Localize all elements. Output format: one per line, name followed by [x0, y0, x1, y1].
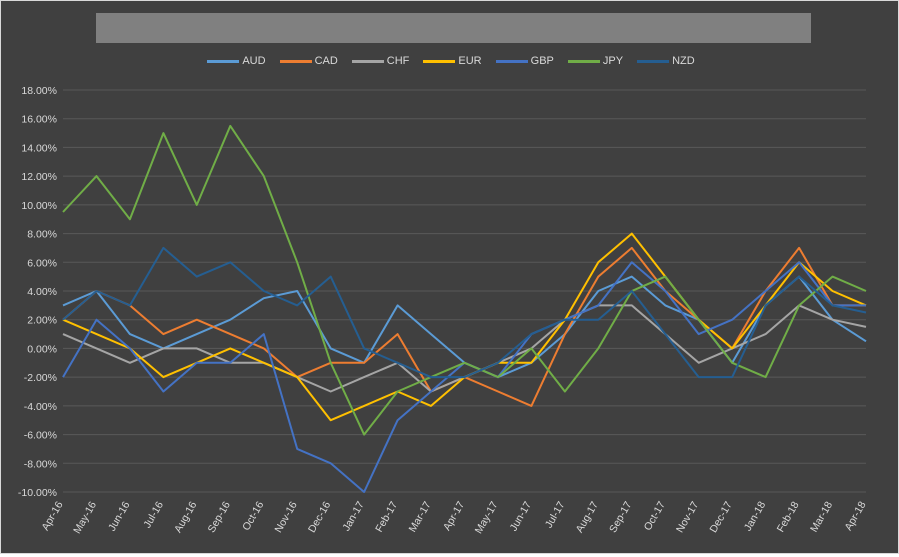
x-tick-label: Nov-16 [272, 499, 299, 534]
y-tick-label: -10.00% [18, 487, 57, 499]
y-tick-label: 6.00% [27, 257, 57, 269]
legend-swatch [423, 59, 456, 63]
x-tick-label: Apr-16 [39, 499, 65, 532]
series-line-jpy [62, 124, 867, 436]
legend-label: GBP [530, 55, 554, 67]
legend: AUD CAD CHF EUR GBP JPY NZD [201, 51, 701, 71]
x-tick-label: Oct-16 [240, 499, 266, 532]
legend-item-nzd: NZD [637, 55, 695, 67]
legend-item-chf: CHF [351, 55, 410, 67]
legend-item-gbp: GBP [495, 55, 554, 67]
x-tick-label: Dec-16 [306, 499, 333, 534]
legend-item-aud: AUD [207, 55, 266, 67]
x-tick-label: Jun-16 [106, 499, 133, 533]
x-tick-label: Apr-18 [842, 499, 868, 532]
x-tick-label: Sep-17 [607, 499, 634, 534]
y-tick-label: 8.00% [27, 229, 57, 241]
x-tick-label: Sep-16 [206, 499, 233, 534]
x-tick-label: Mar-17 [407, 499, 434, 534]
y-tick-label: 10.00% [21, 200, 57, 212]
x-tick-label: Feb-18 [775, 499, 802, 534]
x-tick-label: Jul-17 [543, 499, 568, 530]
x-tick-label: Jul-16 [141, 499, 166, 530]
y-tick-label: -2.00% [24, 372, 57, 384]
x-tick-label: Jan-17 [340, 499, 367, 533]
series-line-cad [62, 246, 866, 407]
x-tick-label: Aug-16 [172, 499, 199, 534]
x-tick-label: Oct-17 [642, 499, 668, 532]
x-tick-label: Mar-18 [808, 499, 835, 534]
x-tick-label: Apr-17 [441, 499, 467, 532]
y-tick-label: 2.00% [27, 315, 57, 327]
y-tick-label: -6.00% [24, 430, 57, 442]
y-tick-label: 12.00% [21, 171, 57, 183]
y-tick-label: -4.00% [24, 401, 57, 413]
legend-swatch [351, 59, 384, 63]
y-tick-label: 18.00% [21, 85, 57, 97]
legend-item-eur: EUR [423, 55, 482, 67]
y-tick-label: 16.00% [21, 114, 57, 126]
y-tick-label: 14.00% [21, 142, 57, 154]
legend-swatch [495, 59, 528, 63]
y-tick-label: 0.00% [27, 343, 57, 355]
legend-swatch [567, 59, 600, 63]
legend-label: CAD [314, 55, 338, 67]
legend-item-jpy: JPY [567, 55, 624, 67]
legend-label: AUD [242, 55, 266, 67]
series-line-nzd [62, 246, 867, 379]
x-tick-label: Aug-17 [574, 499, 601, 534]
x-tick-label: Jan-18 [742, 499, 769, 533]
legend-swatch [207, 59, 240, 63]
legend-swatch [279, 59, 312, 63]
legend-label: CHF [386, 55, 410, 67]
x-tick-label: Dec-17 [707, 499, 734, 534]
chart-title-placeholder [96, 13, 811, 43]
legend-label: NZD [672, 55, 695, 67]
x-tick-label: Feb-17 [373, 499, 400, 534]
legend-item-cad: CAD [279, 55, 338, 67]
y-tick-label: -8.00% [24, 458, 57, 470]
legend-label: EUR [458, 55, 482, 67]
x-tick-label: Jun-17 [508, 499, 535, 533]
x-tick-label: Nov-17 [674, 499, 701, 534]
x-tick-label: May-17 [473, 499, 501, 535]
legend-label: JPY [602, 55, 624, 67]
y-tick-label: 4.00% [27, 286, 57, 298]
legend-swatch [637, 59, 670, 63]
x-tick-label: May-16 [71, 499, 99, 535]
